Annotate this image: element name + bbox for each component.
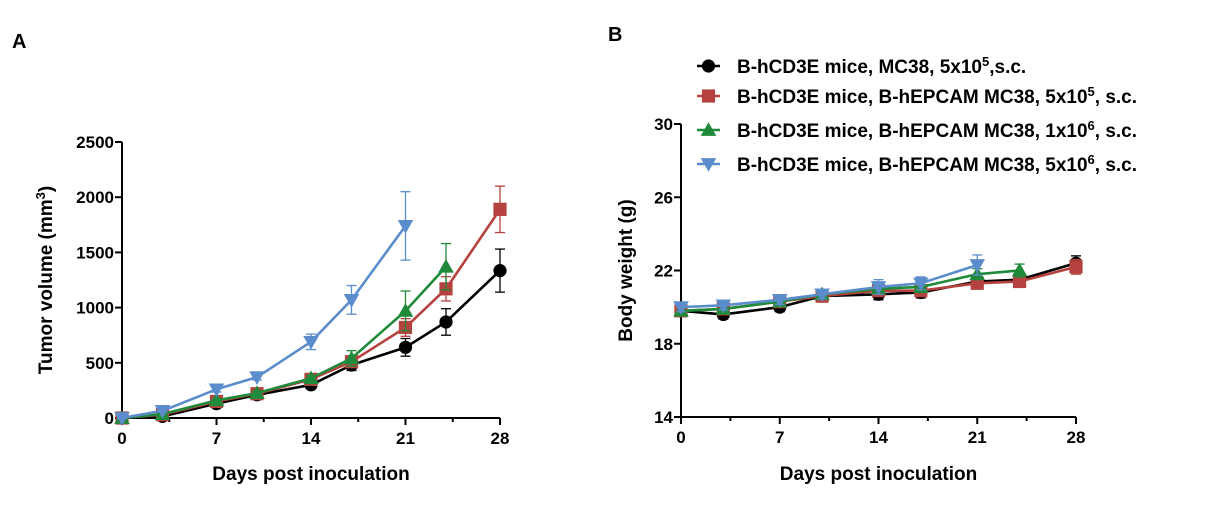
series-4 [114,191,414,426]
data-point [1012,274,1027,289]
series-line [121,225,407,420]
data-point [438,258,454,273]
chart-b: 14 18 22 26 30 0 7 14 21 28 Days post inoculation B… [616,115,1085,485]
x-tick-label: 21 [968,428,987,447]
text-main: B-hCD3E mice, B-hEPCAM MC38, 5x10 [737,155,1088,176]
x-axis-title: Days post inoculation [212,464,409,485]
y-tick-label: 1500 [76,243,114,262]
text-suffix: , s.c. [1095,87,1137,108]
data-point [673,301,689,315]
y-axis-title: Body weight (g) [616,199,637,341]
y-tick-label: 14 [654,408,673,427]
legend-swatch-marker [700,122,717,136]
x-tick-label: 28 [491,429,510,448]
text-main: B-hCD3E mice, B-hEPCAM MC38, 5x10 [737,87,1088,108]
text-suffix: ) [36,186,57,192]
text-suffix: ,s.c. [989,57,1026,78]
data-point [814,288,830,303]
legend-label: B-hCD3E mice, B-hEPCAM MC38, 5x106, s.c. [737,152,1137,177]
legend-item-3: B-hCD3E mice, B-hEPCAM MC38, 1x106, s.c. [697,118,1137,143]
series-line [121,265,447,420]
x-tick-label: 7 [212,429,221,448]
y-axis-title: Tumor volume (mm3) [33,186,58,374]
legend-label: B-hCD3E mice, B-hEPCAM MC38, 1x106, s.c. [737,118,1137,143]
x-tick-label: 7 [775,428,784,447]
y-tick-label: 22 [654,262,673,281]
data-point [715,299,732,314]
data-point [439,315,453,329]
data-point [398,340,413,354]
text-superscript: 3 [33,192,48,199]
data-point [913,277,929,292]
data-point [969,259,986,273]
data-point [397,303,414,317]
legend-item-2: B-hCD3E mice, B-hEPCAM MC38, 5x105, s.c. [697,84,1137,109]
text-suffix: , s.c. [1095,121,1137,142]
text-superscript: 6 [1088,152,1095,167]
data-point [114,412,130,426]
text-main: B-hCD3E mice, MC38, 5x10 [737,57,982,78]
legend-swatch-marker [701,89,716,103]
legend-swatch-marker [701,59,716,73]
x-axis-title: Days post inoculation [780,464,977,485]
y-tick-label: 500 [86,354,114,373]
data-point [343,294,360,308]
y-tick-label: 0 [105,409,114,428]
legend-swatch-marker [700,158,717,172]
data-point [1069,260,1083,274]
data-point [870,281,887,295]
data-point [771,293,788,308]
x-tick-label: 0 [117,429,126,448]
chart-a: 0 500 1000 1500 2000 2500 0 7 14 21 28 Days post in… [33,133,510,485]
text-main: Tumor volume (mm [36,199,57,374]
data-point [249,385,265,400]
data-point [154,404,171,419]
legend: B-hCD3E mice, MC38, 5x105,s.c.B-hCD3E mi… [697,54,1137,177]
y-tick-label: 2000 [76,188,114,207]
panel-label-a: A [12,31,26,53]
data-point [493,202,507,216]
legend-item-1: B-hCD3E mice, MC38, 5x105,s.c. [697,54,1026,79]
data-point [249,371,265,385]
text-superscript: 5 [1088,84,1095,99]
data-point [208,392,225,407]
data-point [493,264,507,278]
y-tick-label: 2500 [76,133,114,152]
text-superscript: 6 [1088,118,1095,133]
text-suffix: , s.c. [1095,155,1137,176]
text-superscript: 5 [982,54,989,69]
data-point [397,220,414,234]
data-point [1011,262,1028,277]
data-point [303,370,319,385]
legend-item-4: B-hCD3E mice, B-hEPCAM MC38, 5x106, s.c. [697,152,1137,177]
data-point [343,350,360,365]
y-tick-label: 1000 [76,299,114,318]
text-main: B-hCD3E mice, B-hEPCAM MC38, 1x10 [737,121,1088,142]
legend-label: B-hCD3E mice, B-hEPCAM MC38, 5x105, s.c. [737,84,1137,109]
y-tick-label: 26 [654,188,673,207]
x-tick-label: 21 [396,429,415,448]
data-point [303,335,319,350]
x-tick-label: 28 [1067,428,1086,447]
panel-label-b: B [608,24,622,46]
legend-label: B-hCD3E mice, MC38, 5x105,s.c. [737,54,1026,79]
y-tick-label: 18 [654,335,673,354]
y-tick-label: 30 [654,115,673,134]
data-point [208,383,225,398]
x-tick-label: 14 [869,428,888,447]
x-tick-label: 14 [302,429,321,448]
x-tick-label: 0 [676,428,685,447]
series-4 [673,254,986,315]
